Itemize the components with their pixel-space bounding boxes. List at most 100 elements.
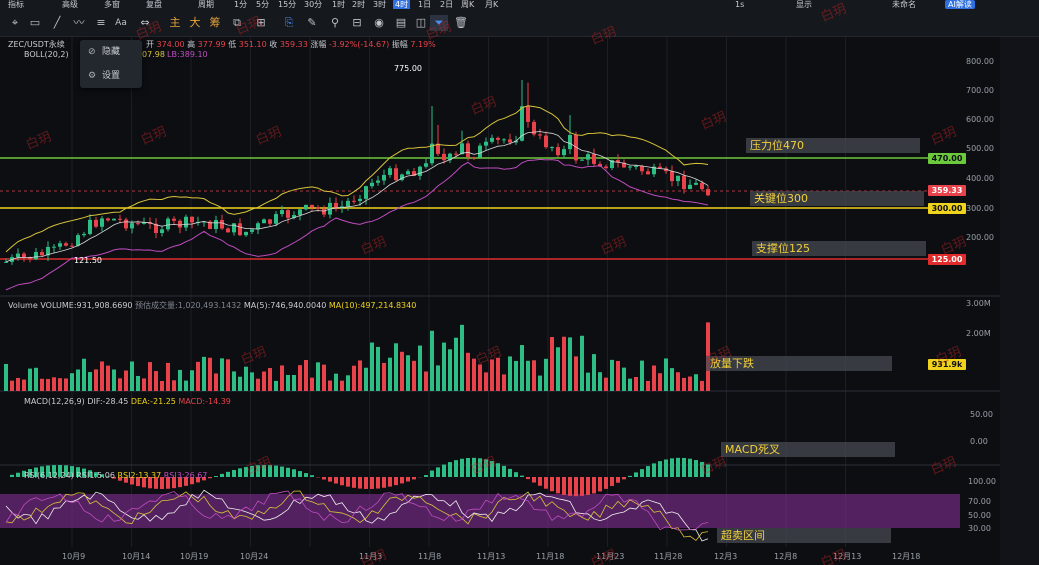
ai-button[interactable]: AI解读: [945, 0, 975, 9]
volume-bar: [652, 365, 656, 391]
macd-histogram: [10, 457, 710, 497]
trash-icon[interactable]: 🗑: [454, 16, 468, 29]
period-4h[interactable]: 4时: [393, 0, 411, 9]
volume-bar: [70, 373, 74, 391]
candle-body: [442, 153, 446, 161]
volume-bar: [586, 372, 590, 391]
lock-icon[interactable]: ⊟: [352, 16, 362, 29]
macd-bar: [340, 477, 344, 486]
period-1h[interactable]: 1时: [332, 0, 346, 9]
volume-bar: [160, 380, 164, 391]
macd-bar: [688, 458, 692, 477]
magnet-icon[interactable]: ⎘: [284, 16, 294, 29]
period-15m[interactable]: 15分: [278, 0, 297, 9]
indicator-menu[interactable]: 指标: [8, 0, 24, 9]
rsi-lines: [5, 489, 709, 542]
tag-volume: 931.9k: [928, 359, 966, 370]
candle-body: [70, 245, 74, 247]
macd-bar: [112, 477, 116, 479]
candle-body: [502, 139, 506, 141]
replay-menu[interactable]: 复盘: [146, 0, 162, 9]
macd-bar: [58, 465, 62, 477]
macd-bar: [154, 477, 158, 489]
main-indicator-button[interactable]: 主: [169, 16, 181, 29]
chart-canvas[interactable]: [0, 37, 1000, 565]
tag-current: 359.33: [928, 185, 966, 196]
display-button[interactable]: 显示: [796, 0, 812, 9]
volume-bar: [370, 342, 374, 391]
candle-body: [418, 166, 422, 176]
candle-body: [124, 219, 128, 229]
volume-bar: [244, 366, 248, 391]
macd-bar: [166, 477, 170, 489]
eye-icon[interactable]: ◉: [374, 16, 384, 29]
ruler-icon[interactable]: ⚲: [330, 16, 340, 29]
period-30m[interactable]: 30分: [304, 0, 323, 9]
candle-body: [688, 184, 692, 190]
rect-icon[interactable]: ▭: [29, 16, 41, 29]
period-week[interactable]: 周K: [461, 0, 475, 9]
candle-body: [334, 202, 338, 208]
menu-settings[interactable]: ⚙ 设置: [80, 64, 142, 88]
candle-body: [706, 189, 710, 196]
period-2h[interactable]: 2时: [352, 0, 366, 9]
period-1m[interactable]: 1分: [234, 0, 248, 9]
macd-bar: [352, 477, 356, 488]
candle-body: [280, 210, 284, 215]
cursor-icon[interactable]: ⌖: [11, 16, 19, 29]
macd-bar: [328, 477, 332, 482]
note-icon[interactable]: ▤: [395, 16, 407, 29]
filter-icon[interactable]: ⏷: [430, 15, 448, 31]
layout-name[interactable]: 未命名: [892, 0, 916, 9]
candle-body: [700, 182, 704, 190]
advanced-menu[interactable]: 高级: [62, 0, 78, 9]
volume-bar: [202, 356, 206, 391]
period-5m[interactable]: 5分: [256, 0, 270, 9]
annotation-rsi[interactable]: 超卖区间: [717, 528, 891, 543]
line-icon[interactable]: ╱: [53, 16, 61, 29]
macd-bar: [700, 461, 704, 477]
candle-body: [550, 147, 554, 149]
period-1d[interactable]: 1日: [418, 0, 432, 9]
menu-hide[interactable]: ⊘ 隐藏: [80, 40, 142, 64]
layers-icon[interactable]: ◫: [415, 16, 427, 29]
annotation-macd[interactable]: MACD死叉: [721, 442, 895, 457]
annotation-support[interactable]: 支撑位125: [752, 241, 926, 256]
volume-bar: [412, 360, 416, 391]
wave-icon[interactable]: 〰: [73, 16, 85, 29]
macd-bar: [604, 477, 608, 489]
volume-bar: [376, 346, 380, 391]
period-menu[interactable]: 周期: [198, 0, 214, 9]
multi-window-menu[interactable]: 多窗: [104, 0, 120, 9]
legend-boll-ub: 07.98: [142, 50, 165, 59]
pencil-icon[interactable]: ✎: [307, 16, 317, 29]
period-3h[interactable]: 3时: [373, 0, 387, 9]
rsi-tick: 30.00: [968, 524, 991, 533]
macd-bar: [268, 465, 272, 477]
macd-bar: [652, 463, 656, 477]
vol-tick: 2.00M: [966, 329, 991, 338]
volume-bar: [700, 380, 704, 391]
chip-indicator-button[interactable]: 筹: [209, 16, 221, 29]
drawing-toolbar: ⌖ ▭ ╱ 〰 ≡ Aa ⇔ 主 大 筹 ⧉ ⊞ ⎘ ✎ ⚲ ⊟ ◉ ▤ ◫ ⏷…: [0, 9, 1039, 37]
candle-body: [382, 174, 386, 181]
candle-body: [16, 253, 20, 258]
macd-bar: [676, 457, 680, 477]
interval-label[interactable]: 1s: [735, 0, 745, 9]
volume-bar: [394, 343, 398, 391]
big-indicator-button[interactable]: 大: [189, 16, 201, 29]
measure-icon[interactable]: ⇔: [140, 16, 150, 29]
text-icon[interactable]: Aa: [115, 18, 127, 28]
grid-icon[interactable]: ⊞: [256, 16, 266, 29]
price-axis[interactable]: [1000, 37, 1039, 565]
x-tick: 10月14: [122, 552, 151, 561]
annotation-volume[interactable]: 放量下跌: [706, 356, 892, 371]
annotation-key[interactable]: 关键位300: [750, 191, 924, 206]
annotation-pressure[interactable]: 压力位470: [746, 138, 920, 153]
macd-bar: [292, 469, 296, 477]
candle-body: [298, 209, 302, 216]
period-2d[interactable]: 2日: [440, 0, 454, 9]
period-month[interactable]: 月K: [485, 0, 499, 9]
screenshot-icon[interactable]: ⧉: [233, 16, 241, 29]
fib-icon[interactable]: ≡: [96, 16, 106, 29]
